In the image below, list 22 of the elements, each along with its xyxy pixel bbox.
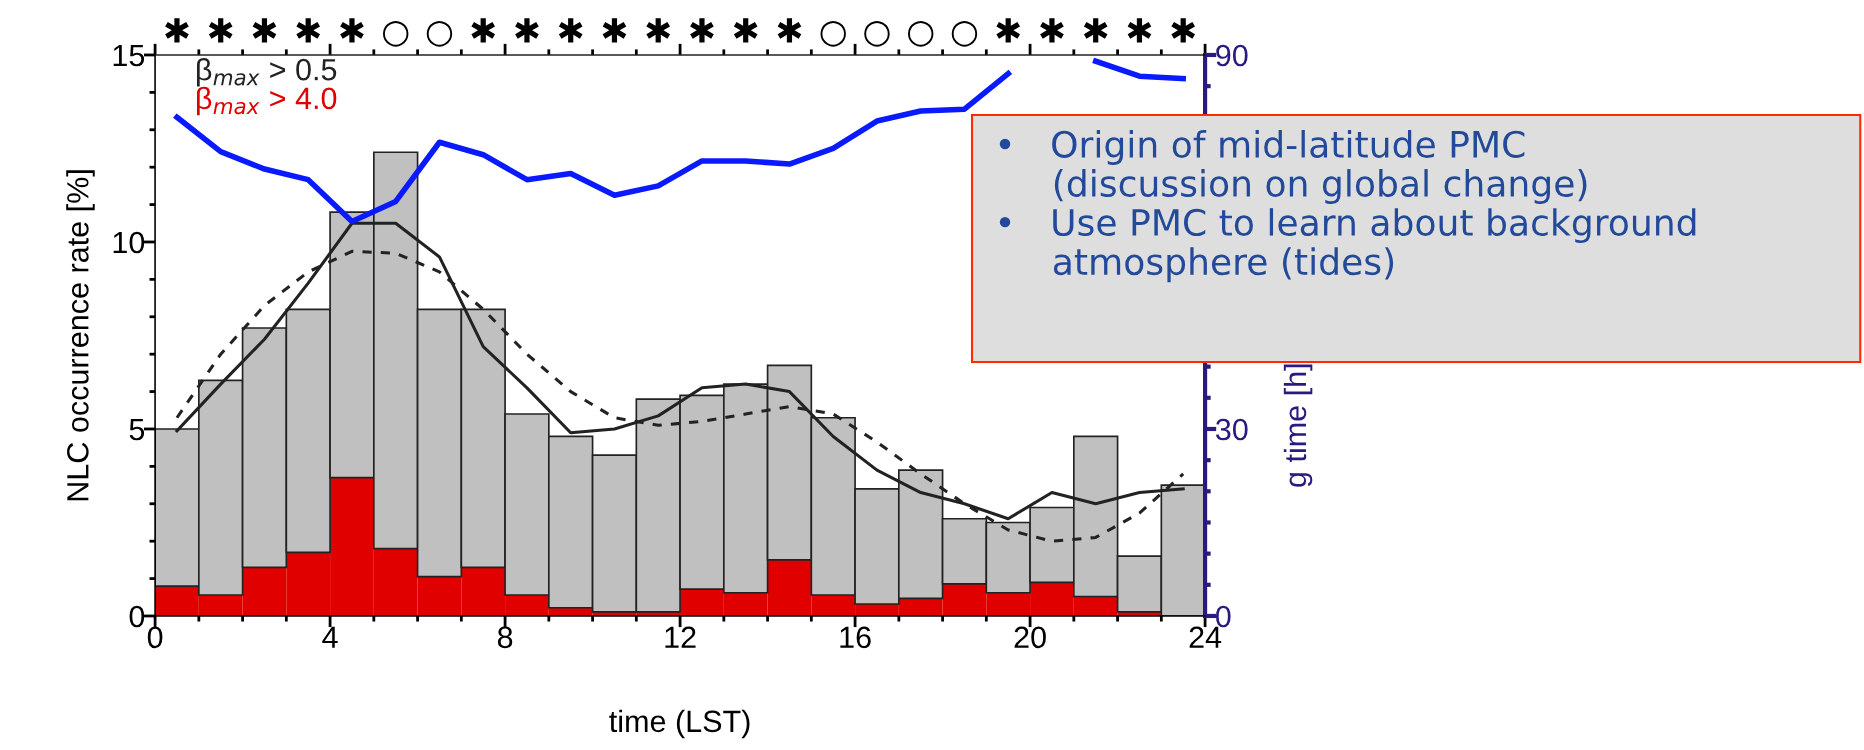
y-tick-label: 5: [129, 419, 145, 441]
y2-tick-label: 90: [1216, 44, 1248, 67]
y2-tick-label: 30: [1215, 418, 1248, 441]
x-tick-label: 4: [322, 626, 338, 648]
y2-tick-label: 0: [1215, 605, 1231, 628]
x-tick-label: 24: [1189, 626, 1222, 648]
x-axis-title: time (LST): [609, 709, 750, 739]
x-tick-label: 8: [497, 626, 513, 649]
y-tick-label: 10: [113, 231, 145, 254]
x-tick-label: 20: [1014, 626, 1046, 649]
x-tick-label: 12: [665, 626, 696, 648]
x-tick-label: 0: [147, 626, 163, 649]
text: ✱ ✱ ✱ ✱ ✱ ○ ○ ✱ ✱ ✱ ✱ ✱ ✱ ✱ ✱ ○ ○ ○ ○ ✱ ✱ ✱ ✱ ✱: [165, 18, 1196, 47]
y-tick-label: 0: [129, 605, 145, 628]
text: β$_{max}$ > 4.0: [197, 86, 337, 116]
text: β$_{max}$ > 0.5: [197, 58, 337, 87]
x-tick-label: 16: [840, 626, 871, 649]
y2-axis-title: g time [h]: [1283, 364, 1313, 487]
y-axis-title: NLC occurrence rate [%]: [66, 170, 95, 501]
y-tick-label: 15: [113, 45, 145, 67]
annotation: • Use PMC to learn about background atmosphere (tides): [999, 208, 1696, 283]
annotation: • Origin of mid-latitude PMC (discussion on global change): [999, 130, 1587, 205]
